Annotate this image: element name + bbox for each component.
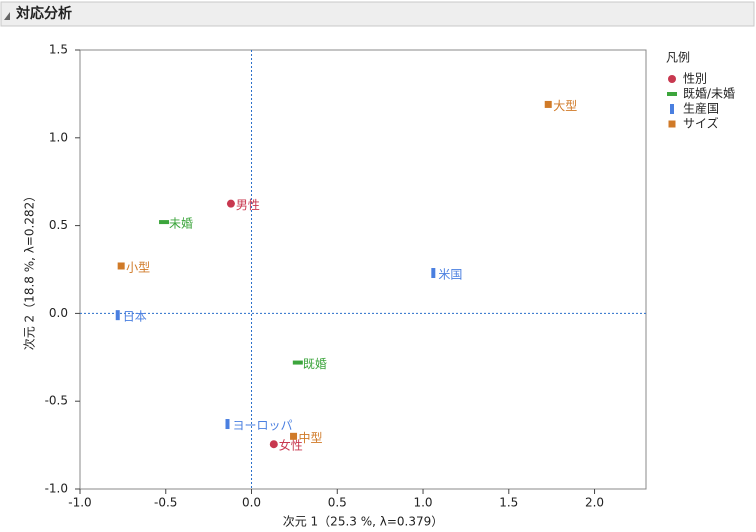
- x-axis-label: 次元 1（25.3 %, λ=0.379）: [283, 515, 444, 529]
- point: [117, 262, 125, 270]
- point: [431, 268, 436, 279]
- legend-label: 生産国: [683, 101, 719, 116]
- y-tick-label: 1.0: [49, 130, 68, 144]
- y-axis-label: 次元 2（18.8 %, λ=0.282）: [23, 190, 37, 351]
- legend-marker: [668, 75, 676, 83]
- chart-title: 対応分析: [15, 5, 72, 22]
- legend-marker: [668, 120, 676, 128]
- point-label: 小型: [126, 260, 150, 274]
- legend-title: 凡例: [666, 51, 690, 65]
- y-tick-label: -1.0: [45, 482, 68, 496]
- point-label: ヨーロッパ: [233, 419, 293, 433]
- legend-label: サイズ: [683, 116, 719, 131]
- point: [269, 440, 278, 449]
- legend-label: 性別: [683, 72, 707, 86]
- point: [159, 220, 170, 225]
- point: [290, 432, 298, 440]
- y-tick-label: 0.5: [49, 218, 68, 232]
- y-tick-label: -0.5: [45, 394, 68, 408]
- point: [544, 100, 552, 108]
- legend-label: 既婚/未婚: [683, 87, 735, 101]
- point-label: 既婚: [303, 357, 327, 371]
- legend-marker: [670, 104, 674, 114]
- x-tick-label: 2.0: [585, 496, 604, 510]
- x-tick-label: -0.5: [154, 496, 177, 510]
- collapse-icon[interactable]: [4, 12, 10, 20]
- header-bar: [0, 1, 755, 27]
- y-tick-label: 0.0: [49, 306, 68, 320]
- x-tick-label: 0.5: [328, 496, 347, 510]
- plot-frame: [79, 49, 647, 490]
- x-tick-label: 0.0: [242, 496, 261, 510]
- point: [292, 360, 303, 365]
- point-label: 未婚: [169, 217, 193, 231]
- point-label: 男性: [236, 198, 260, 212]
- x-tick-label: 1.5: [499, 496, 518, 510]
- point-label: 日本: [123, 310, 147, 324]
- point-label: 大型: [553, 99, 577, 113]
- point: [225, 419, 230, 430]
- legend-marker: [667, 92, 677, 96]
- x-tick-label: 1.0: [413, 496, 432, 510]
- point: [115, 310, 120, 321]
- point: [226, 199, 235, 208]
- x-tick-label: -1.0: [68, 496, 91, 510]
- y-tick-label: 1.5: [49, 43, 68, 57]
- point-label: 女性: [279, 438, 303, 453]
- point-label: 米国: [438, 268, 462, 282]
- point-label: 中型: [299, 430, 323, 445]
